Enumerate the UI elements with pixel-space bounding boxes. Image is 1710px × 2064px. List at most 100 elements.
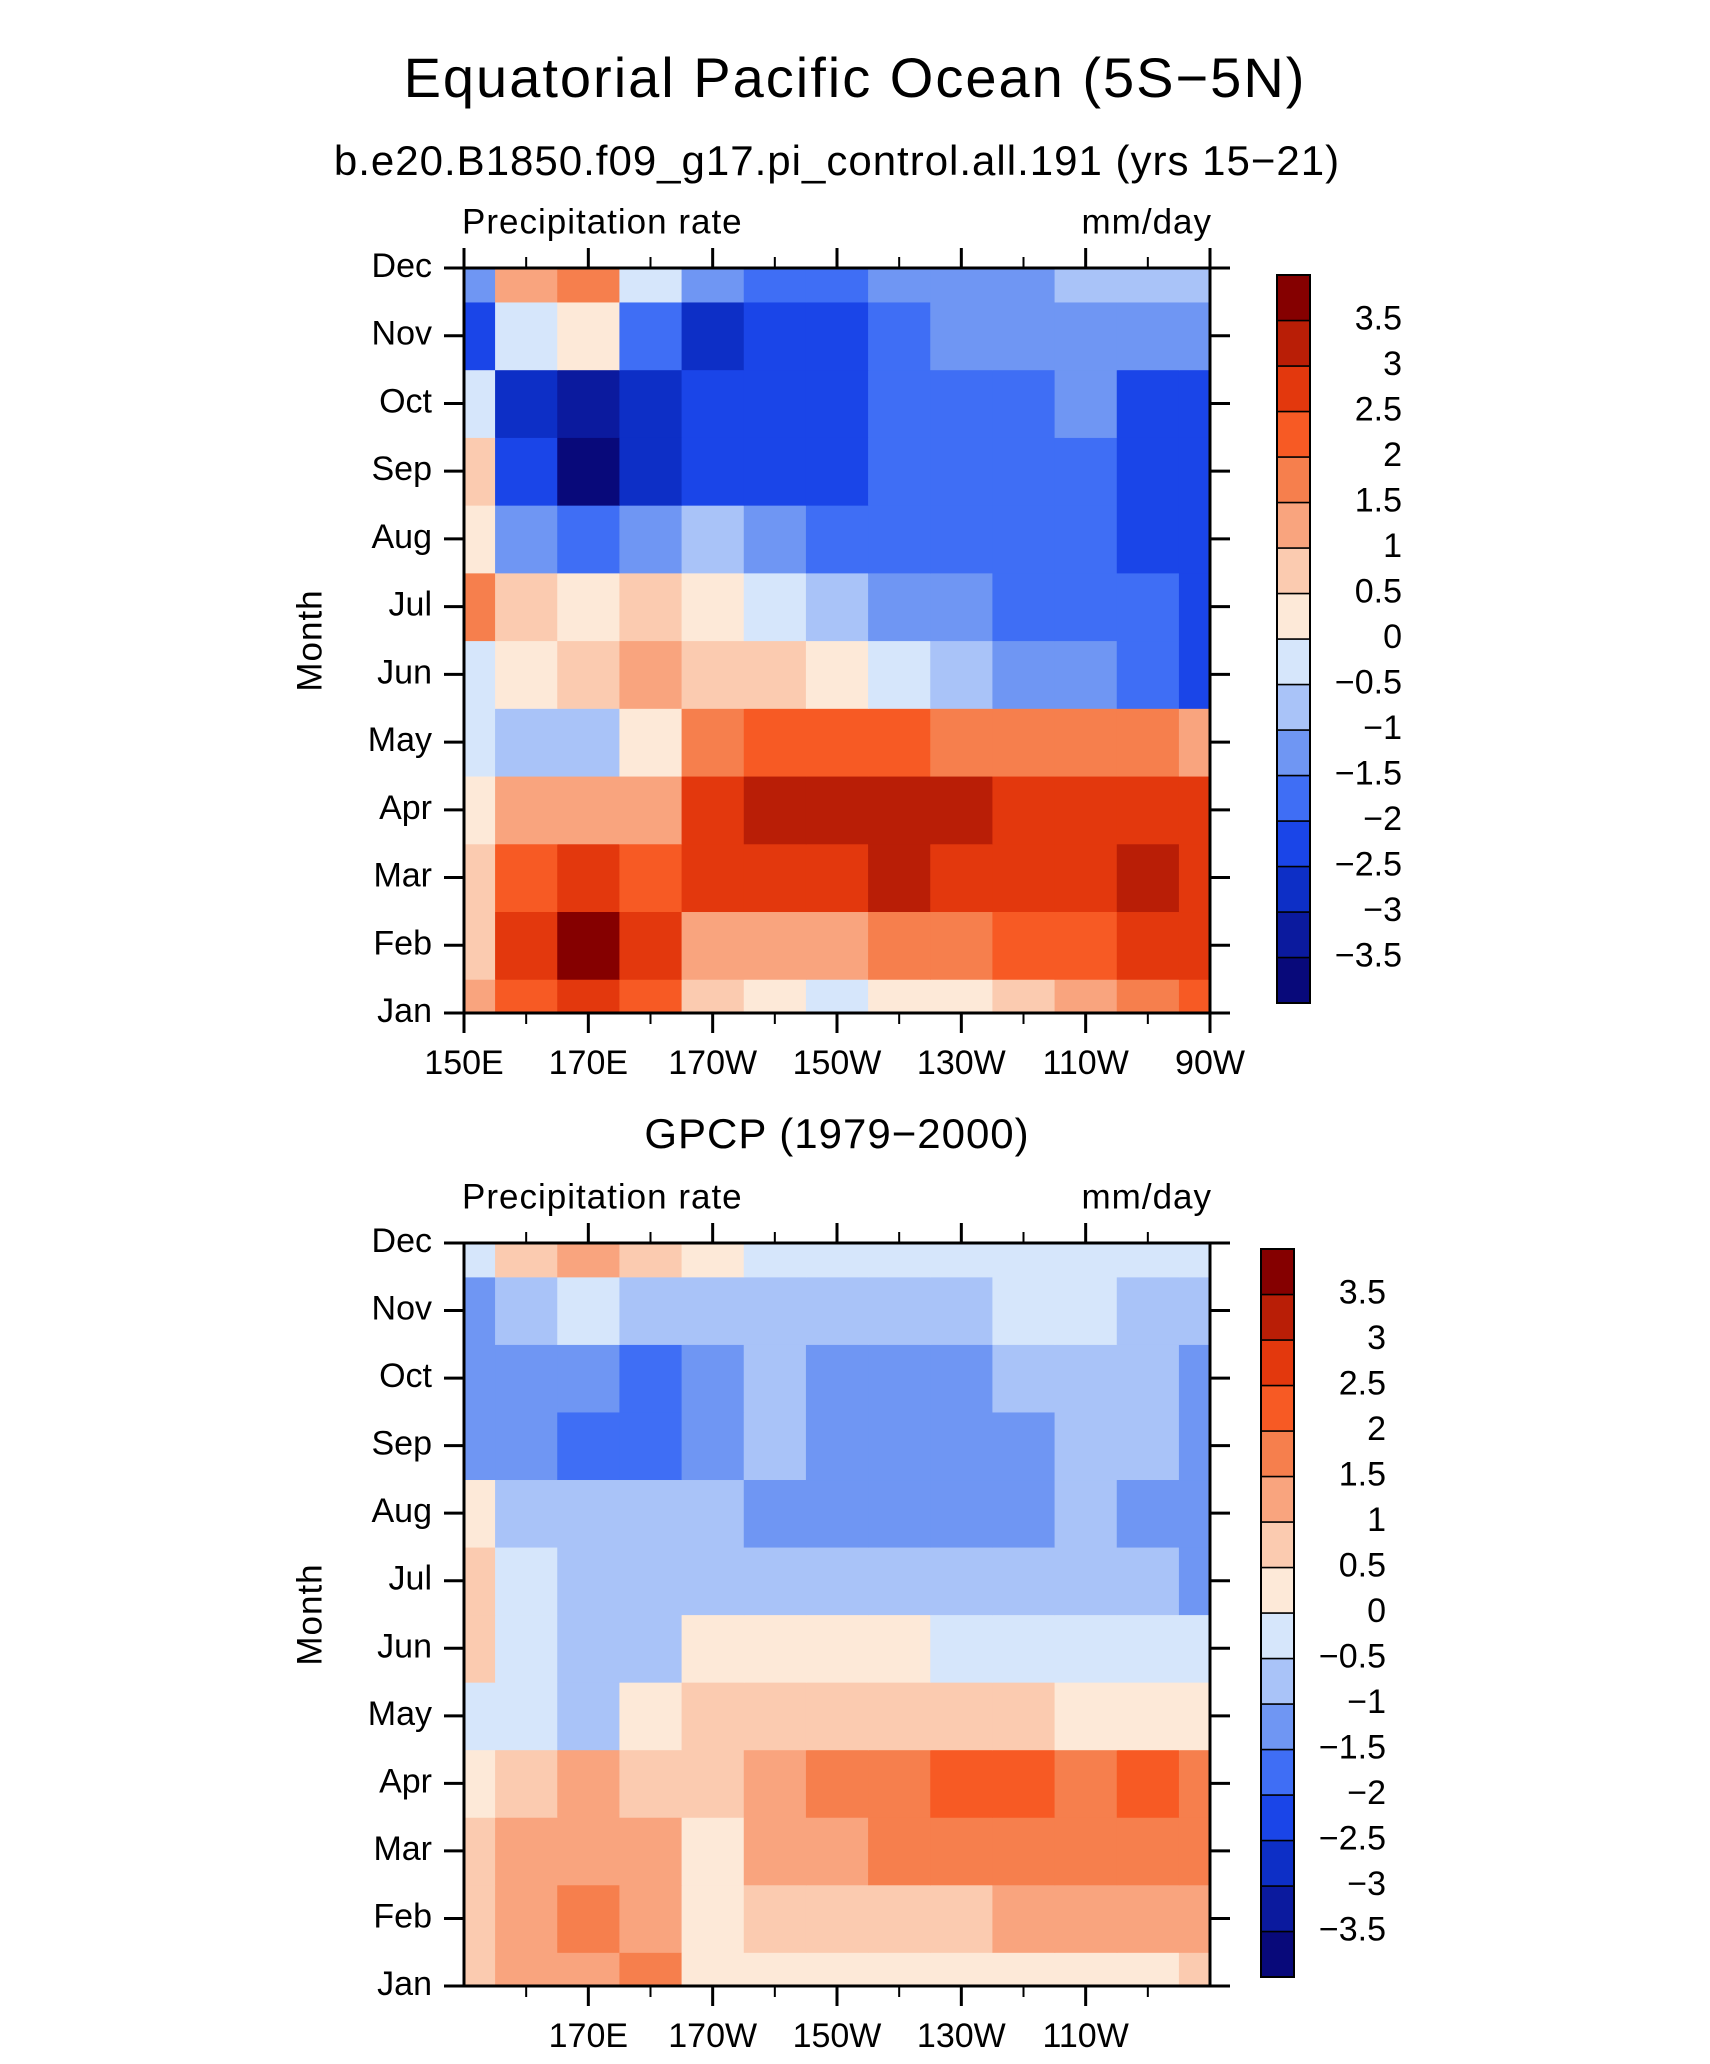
colorbar-box: [1276, 911, 1311, 959]
right-label: mm/day: [1082, 202, 1212, 241]
heatmap-cell: [992, 1749, 1056, 1818]
heatmap-cell: [868, 572, 931, 642]
heatmap-cell: [1178, 505, 1210, 574]
heatmap-cell: [1054, 268, 1118, 303]
heatmap-cell: [464, 301, 496, 371]
heatmap-cell: [743, 301, 807, 371]
heatmap-cell: [1178, 1479, 1210, 1548]
heatmap-cell: [868, 505, 931, 574]
heatmap-cell: [557, 1682, 621, 1751]
heatmap-cell: [495, 708, 558, 777]
heatmap-cell: [1178, 1749, 1210, 1818]
colorbar-label: −0.5: [1319, 1637, 1386, 1675]
y-tick-label: Jul: [389, 586, 432, 624]
heatmap-cell: [743, 1546, 807, 1616]
heatmap-cell: [557, 1817, 621, 1886]
heatmap-cell: [930, 911, 994, 980]
heatmap-cell: [619, 1682, 683, 1751]
colorbar-box: [1276, 274, 1311, 322]
heatmap-cell: [868, 1243, 931, 1278]
x-tick-label: 130W: [917, 2017, 1006, 2055]
colorbar-box: [1276, 319, 1311, 367]
heatmap-cell: [868, 1479, 931, 1548]
heatmap-cell: [495, 1243, 558, 1278]
heatmap-cell: [868, 301, 931, 371]
y-tick-label: Nov: [372, 315, 432, 353]
y-tick-label: Apr: [379, 1762, 432, 1800]
heatmap-cell: [1178, 572, 1210, 642]
colorbar-box: [1276, 410, 1311, 458]
colorbar-label: −2: [1347, 1774, 1386, 1812]
y-axis-label: Month: [290, 1563, 329, 1665]
heatmap-cell: [930, 775, 994, 845]
heatmap-cell: [681, 1749, 745, 1818]
heatmap-cell: [1054, 775, 1118, 845]
heatmap-cell: [743, 1952, 807, 1986]
heatmap-cell: [930, 708, 994, 777]
heatmap-cell: [1116, 843, 1180, 913]
heatmap-cell: [681, 301, 745, 371]
heatmap-cell: [868, 775, 931, 845]
heatmap-cell: [743, 572, 807, 642]
y-tick-label: Jan: [377, 1965, 432, 2003]
colorbar-box: [1260, 1839, 1295, 1887]
heatmap-cell: [1178, 979, 1210, 1013]
heatmap-cell: [992, 369, 1056, 438]
heatmap-cell: [1116, 1817, 1180, 1886]
heatmap-cell: [930, 1479, 994, 1548]
heatmap-cell: [930, 268, 994, 303]
heatmap-cell: [464, 369, 496, 438]
heatmap-cell: [1116, 505, 1180, 574]
heatmap-cell: [743, 1344, 807, 1413]
heatmap-cell: [557, 301, 621, 371]
heatmap-cell: [930, 979, 994, 1013]
colorbar-box: [1276, 547, 1311, 595]
heatmap-cell: [805, 1411, 869, 1481]
colorbar-box: [1260, 1612, 1295, 1660]
heatmap-cell: [495, 1411, 558, 1481]
colorbar-label: 2: [1367, 1410, 1386, 1448]
y-axis-label: Month: [290, 589, 329, 691]
y-tick-label: Sep: [372, 1425, 433, 1463]
heatmap-cell: [1054, 1817, 1118, 1886]
x-tick-label: 170E: [549, 1044, 628, 1082]
heatmap-cell: [805, 1952, 869, 1986]
y-tick-label: Jun: [377, 1627, 432, 1665]
y-tick-label: Jan: [377, 992, 432, 1030]
heatmap-cell: [743, 843, 807, 913]
heatmap-cell: [557, 437, 621, 506]
heatmap-cell: [1116, 1952, 1180, 1986]
heatmap-cell: [681, 708, 745, 777]
heatmap-cell: [495, 1749, 558, 1818]
heatmap-cell: [930, 437, 994, 506]
x-tick-label: 90W: [1175, 1044, 1245, 1082]
heatmap-cell: [1116, 437, 1180, 506]
heatmap-cell: [868, 1884, 931, 1953]
heatmap-cell: [743, 1884, 807, 1953]
heatmap-cell: [868, 369, 931, 438]
heatmap-cell: [1054, 1682, 1118, 1751]
heatmap-cell: [619, 1749, 683, 1818]
heatmap-cell: [495, 437, 558, 506]
heatmap-cell: [1116, 572, 1180, 642]
heatmap-cell: [464, 1884, 496, 1953]
heatmap-cell: [743, 1479, 807, 1548]
heatmap-cell: [464, 1952, 496, 1986]
heatmap-cell: [495, 572, 558, 642]
heatmap-cell: [868, 1344, 931, 1413]
heatmap-cell: [464, 775, 496, 845]
heatmap-cell: [930, 1276, 994, 1345]
heatmap-cell: [805, 775, 869, 845]
heatmap-cell: [868, 979, 931, 1013]
heatmap-cell: [1054, 1749, 1118, 1818]
heatmap-cell: [557, 843, 621, 913]
heatmap-cell: [1116, 369, 1180, 438]
left-label: Precipitation rate: [462, 1177, 743, 1216]
heatmap-cell: [495, 979, 558, 1013]
heatmap-cell: [619, 1243, 683, 1278]
heatmap-cell: [681, 1243, 745, 1278]
heatmap-cell: [464, 843, 496, 913]
heatmap-cell: [495, 268, 558, 303]
heatmap-cell: [1178, 1276, 1210, 1345]
heatmap-cell: [681, 505, 745, 574]
